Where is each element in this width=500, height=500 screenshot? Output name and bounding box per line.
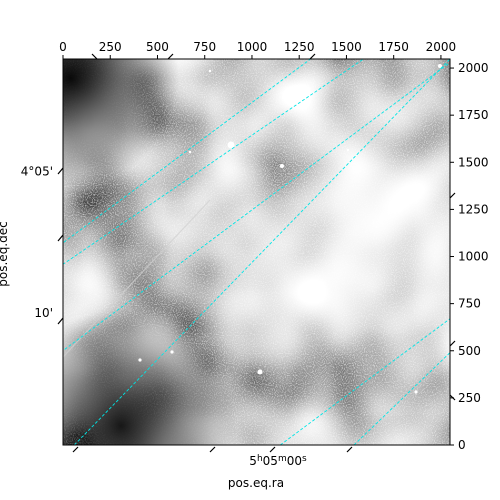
x-pixel-tick-label: 750 — [193, 40, 216, 54]
y-pixel-tick-label: 1250 — [458, 202, 489, 216]
x-pixel-tick-label: 2000 — [426, 40, 457, 54]
world-tick — [91, 53, 98, 60]
top-pixel-axis: 0 250 500 750 1000 1250 1500 1750 2000 — [59, 40, 456, 59]
bright-star — [438, 64, 442, 68]
bright-star — [280, 164, 284, 168]
x-pixel-tick-label: 1250 — [284, 40, 315, 54]
world-coordinate-ticks: 4°05' 10' — [21, 53, 456, 453]
world-tick — [57, 167, 64, 175]
bright-star — [227, 141, 235, 149]
ra-tick-label: 5h05m00s — [249, 454, 307, 468]
bright-star — [138, 358, 142, 362]
bright-star — [346, 148, 350, 152]
dec-tick-label: 10' — [34, 306, 53, 320]
world-tick — [209, 446, 216, 453]
grid-line — [353, 352, 450, 445]
y-pixel-tick-label: 0 — [458, 438, 466, 452]
grid-line — [63, 62, 450, 352]
dec-tick-label: 4°05' — [21, 165, 53, 179]
grid-line — [280, 318, 450, 445]
y-pixel-tick-label: 1500 — [458, 155, 489, 169]
grid-line — [63, 59, 364, 265]
sky-image — [63, 59, 450, 445]
world-tick — [72, 446, 79, 453]
right-pixel-axis: 0 250 500 750 1000 1250 1500 1750 2000 — [450, 61, 489, 452]
world-tick — [449, 192, 456, 199]
bright-star — [170, 350, 174, 354]
y-pixel-tick-label: 500 — [458, 344, 481, 358]
x-axis-label: pos.eq.ra — [228, 476, 284, 490]
y-pixel-tick-label: 2000 — [458, 61, 489, 75]
x-pixel-tick-label: 1500 — [331, 40, 362, 54]
plot-frame — [62, 58, 451, 446]
y-axis-label: pos.eq.dec — [0, 221, 10, 286]
x-pixel-tick-label: 250 — [99, 40, 122, 54]
world-tick — [449, 340, 456, 347]
world-tick — [449, 394, 456, 401]
x-pixel-tick-label: 0 — [59, 40, 67, 54]
y-pixel-tick-label: 1750 — [458, 108, 489, 122]
x-pixel-tick-label: 1000 — [237, 40, 268, 54]
bright-star — [257, 369, 263, 375]
y-pixel-tick-label: 1000 — [458, 250, 489, 264]
world-tick — [309, 53, 316, 60]
satellite-streak — [63, 199, 211, 358]
world-tick — [57, 317, 64, 325]
world-tick — [57, 234, 64, 242]
x-pixel-tick-label: 500 — [146, 40, 169, 54]
y-pixel-tick-label: 250 — [458, 391, 481, 405]
world-tick — [269, 446, 276, 453]
coordinate-grid — [63, 59, 450, 445]
bright-star — [414, 390, 418, 394]
bright-star — [188, 150, 192, 154]
bright-star — [208, 69, 212, 73]
x-pixel-tick-label: 1750 — [378, 40, 409, 54]
y-pixel-tick-label: 750 — [458, 297, 481, 311]
world-tick — [167, 53, 174, 60]
world-tick — [346, 446, 353, 453]
